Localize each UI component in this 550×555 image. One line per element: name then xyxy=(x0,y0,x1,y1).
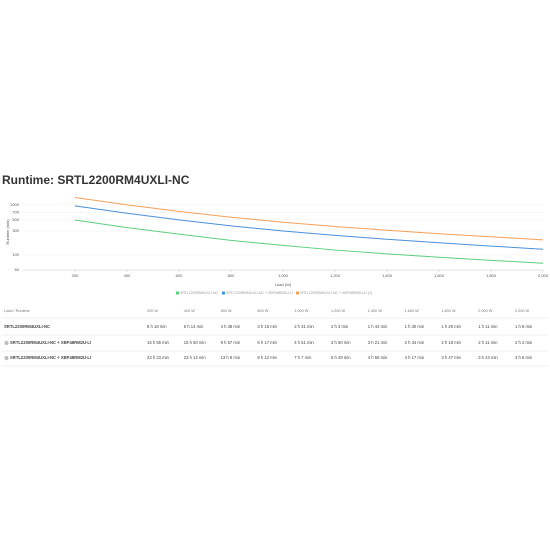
y-tick-label: 700 xyxy=(12,210,19,215)
table-cell: 4 h 56 min xyxy=(368,355,388,360)
table-cell: 4 h 51 min xyxy=(294,340,314,345)
table-cell: 7 h 7 min xyxy=(294,355,312,360)
table-cell: 1 h 44 min xyxy=(368,324,388,329)
legend-swatch xyxy=(176,291,179,295)
table-cell: 9 h 57 min xyxy=(221,340,241,345)
table-cell: 1 h 11 min xyxy=(478,324,498,329)
row-label: SRTL2200RM4UXLI-NC + XBP48RM2U-LI xyxy=(10,340,91,345)
table-cell: 2 h 31 min xyxy=(294,324,314,329)
table-cell: 1 h 6 min xyxy=(515,324,533,329)
table-cell: 8 h 18 min xyxy=(147,324,167,329)
table-cell: 3 h 15 min xyxy=(257,324,277,329)
table-header: Load / Runtime xyxy=(4,309,30,313)
table-cell: 23 h 12 min xyxy=(184,355,207,360)
table-cell: 3 h 6 min xyxy=(515,355,533,360)
x-tick-label: 1,400 xyxy=(382,273,393,278)
table-cell: 2 h 11 min xyxy=(478,340,498,345)
table-cell: 9 h 12 min xyxy=(257,355,277,360)
table-header: 200 W xyxy=(147,309,158,313)
y-tick-label: 500 xyxy=(12,217,19,222)
x-tick-label: 1,000 xyxy=(278,273,289,278)
table-header: 1,600 W xyxy=(405,309,420,313)
series-line xyxy=(74,196,544,241)
y-tick-label: 1000 xyxy=(10,202,20,207)
table-cell: 1 h 30 min xyxy=(405,324,425,329)
x-tick-label: 1,600 xyxy=(434,273,445,278)
row-label: SRTL2200RM4UXLI-NC xyxy=(4,324,50,329)
y-tick-label: 300 xyxy=(12,228,19,233)
table-cell: 3 h 23 min xyxy=(478,355,498,360)
table-cell: 2 h 2 min xyxy=(515,340,533,345)
table-header: 1,800 W xyxy=(441,309,456,313)
x-tick-label: 1,800 xyxy=(486,273,497,278)
series-line xyxy=(74,205,544,250)
row-icon xyxy=(4,356,9,360)
y-tick-label: 50 xyxy=(15,267,20,272)
table-cell: 2 h 3 min xyxy=(331,324,349,329)
table-cell: 15 h 50 min xyxy=(184,340,207,345)
table-header: 600 W xyxy=(221,309,232,313)
legend-label: SRTL2200RM4UXLI-NC xyxy=(180,291,219,295)
table-cell: 13 h 8 min xyxy=(221,355,241,360)
row-label: SRTL2200RM4UXLI-NC + XBP48RM2U-LI xyxy=(10,355,91,360)
x-tick-label: 400 xyxy=(124,273,131,278)
table-cell: 6 h 14 min xyxy=(184,324,204,329)
table-cell: 6 h 17 min xyxy=(257,340,277,345)
table-cell: 3 h 21 min xyxy=(368,340,388,345)
legend-label: SRTL2200RM4UXLI-NC + XBP48RM2U-LI xyxy=(226,291,293,295)
table-cell: 3 h 50 min xyxy=(331,340,351,345)
y-tick-label: 100 xyxy=(12,252,19,257)
table-header: 800 W xyxy=(257,309,268,313)
x-tick-label: 800 xyxy=(228,273,235,278)
table-cell: 2 h 34 min xyxy=(405,340,425,345)
x-tick-label: 2,000 xyxy=(538,273,549,278)
y-axis-label: Runtime (min) xyxy=(5,219,10,245)
table-header: 1,200 W xyxy=(331,309,346,313)
table-cell: 4 h 17 min xyxy=(405,355,425,360)
table-cell: 5 h 49 min xyxy=(331,355,351,360)
table-header: 1,000 W xyxy=(294,309,309,313)
table-cell: 1 h 20 min xyxy=(441,324,461,329)
table-cell: 23 h 23 min xyxy=(147,355,170,360)
table-header: 2,000 W xyxy=(478,309,493,313)
legend-swatch xyxy=(222,291,225,295)
table-header: 2,200 W xyxy=(515,309,530,313)
row-icon xyxy=(4,341,9,345)
table-cell: 15 h 55 min xyxy=(147,340,170,345)
table-header: 1,400 W xyxy=(368,309,383,313)
series-line xyxy=(74,219,544,264)
table-cell: 3 h 47 min xyxy=(441,355,461,360)
chart-title: Runtime: SRTL2200RM4UXLI-NC xyxy=(2,173,190,187)
x-axis-label: Load (W) xyxy=(275,282,292,287)
table-cell: 4 h 38 min xyxy=(221,324,241,329)
x-tick-label: 1,200 xyxy=(330,273,341,278)
legend-label: SRTL2200RM4UXLI-NC + XBP48RM2U-LI (2) xyxy=(300,291,372,295)
legend-swatch xyxy=(296,291,299,295)
x-tick-label: 600 xyxy=(176,273,183,278)
x-tick-label: 200 xyxy=(72,273,79,278)
table-header: 400 W xyxy=(184,309,195,313)
table-cell: 2 h 18 min xyxy=(441,340,461,345)
